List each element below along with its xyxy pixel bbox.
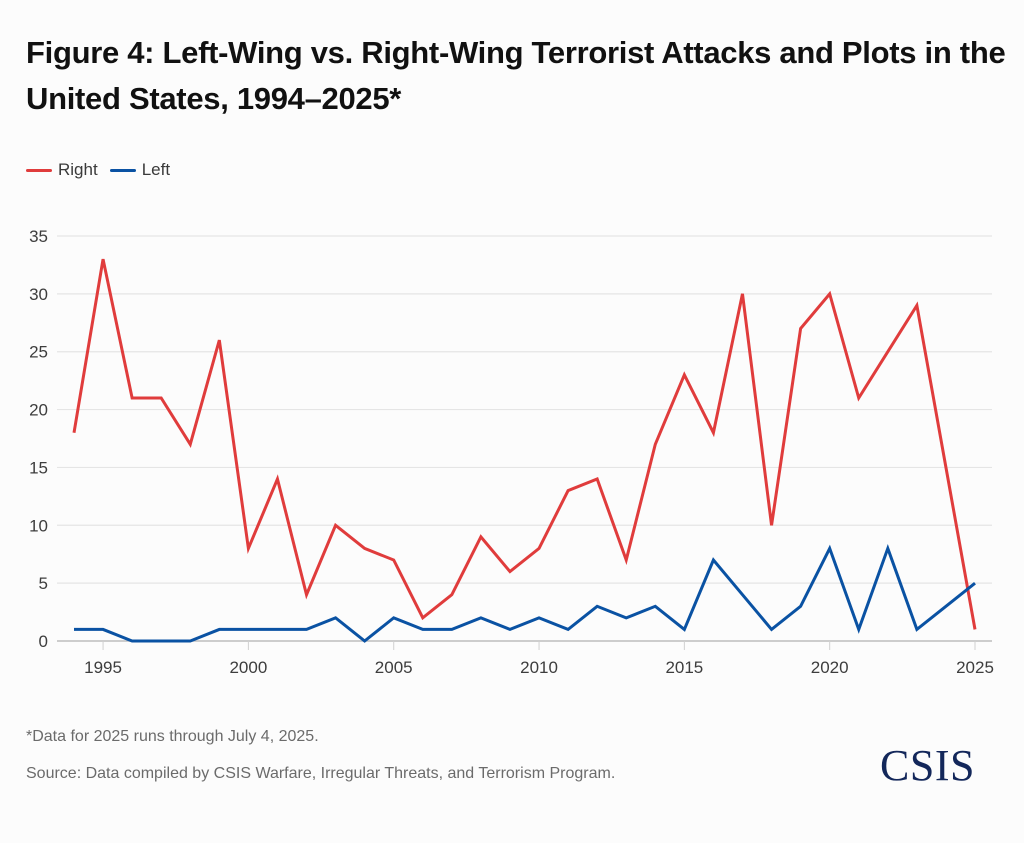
gridlines — [57, 235, 992, 642]
series-lines — [72, 258, 977, 643]
x-axis-ticks: 1995 2000 2005 2010 2015 2020 2025 — [84, 641, 994, 677]
x-tick-label-2025: 2025 — [956, 658, 994, 677]
y-tick-label-20: 20 — [29, 401, 48, 420]
chart-legend: Right Left — [26, 160, 182, 180]
legend-swatch-right — [26, 168, 52, 172]
legend-item-left: Left — [109, 160, 171, 180]
csis-logo: CSIS — [880, 741, 975, 790]
y-tick-label-30: 30 — [29, 285, 48, 304]
x-tick-label-2010: 2010 — [520, 658, 558, 677]
y-tick-label-35: 35 — [29, 227, 48, 246]
legend-label-left: Left — [141, 160, 171, 179]
y-tick-label-10: 10 — [29, 516, 48, 535]
x-tick-label-2015: 2015 — [665, 658, 703, 677]
series-line-right — [72, 258, 977, 630]
chart-title: Figure 4: Left-Wing vs. Right-Wing Terro… — [26, 35, 1006, 116]
legend-item-right: Right — [26, 160, 98, 180]
x-tick-label-2005: 2005 — [375, 658, 413, 677]
source-note: Source: Data compiled by CSIS Warfare, I… — [26, 765, 616, 782]
x-tick-label-2020: 2020 — [811, 658, 849, 677]
y-tick-label-25: 25 — [29, 343, 48, 362]
y-axis-ticks: 0 5 10 15 20 25 30 35 — [29, 227, 48, 651]
legend-swatch-left — [109, 168, 136, 172]
series-line-left — [74, 543, 976, 643]
y-tick-label-0: 0 — [39, 632, 48, 651]
legend-label-right: Right — [58, 160, 98, 179]
x-tick-label-1995: 1995 — [84, 658, 122, 677]
x-tick-label-2000: 2000 — [229, 658, 267, 677]
y-tick-label-5: 5 — [39, 574, 48, 593]
footnote: *Data for 2025 runs through July 4, 2025… — [26, 728, 319, 745]
y-tick-label-15: 15 — [29, 458, 48, 477]
